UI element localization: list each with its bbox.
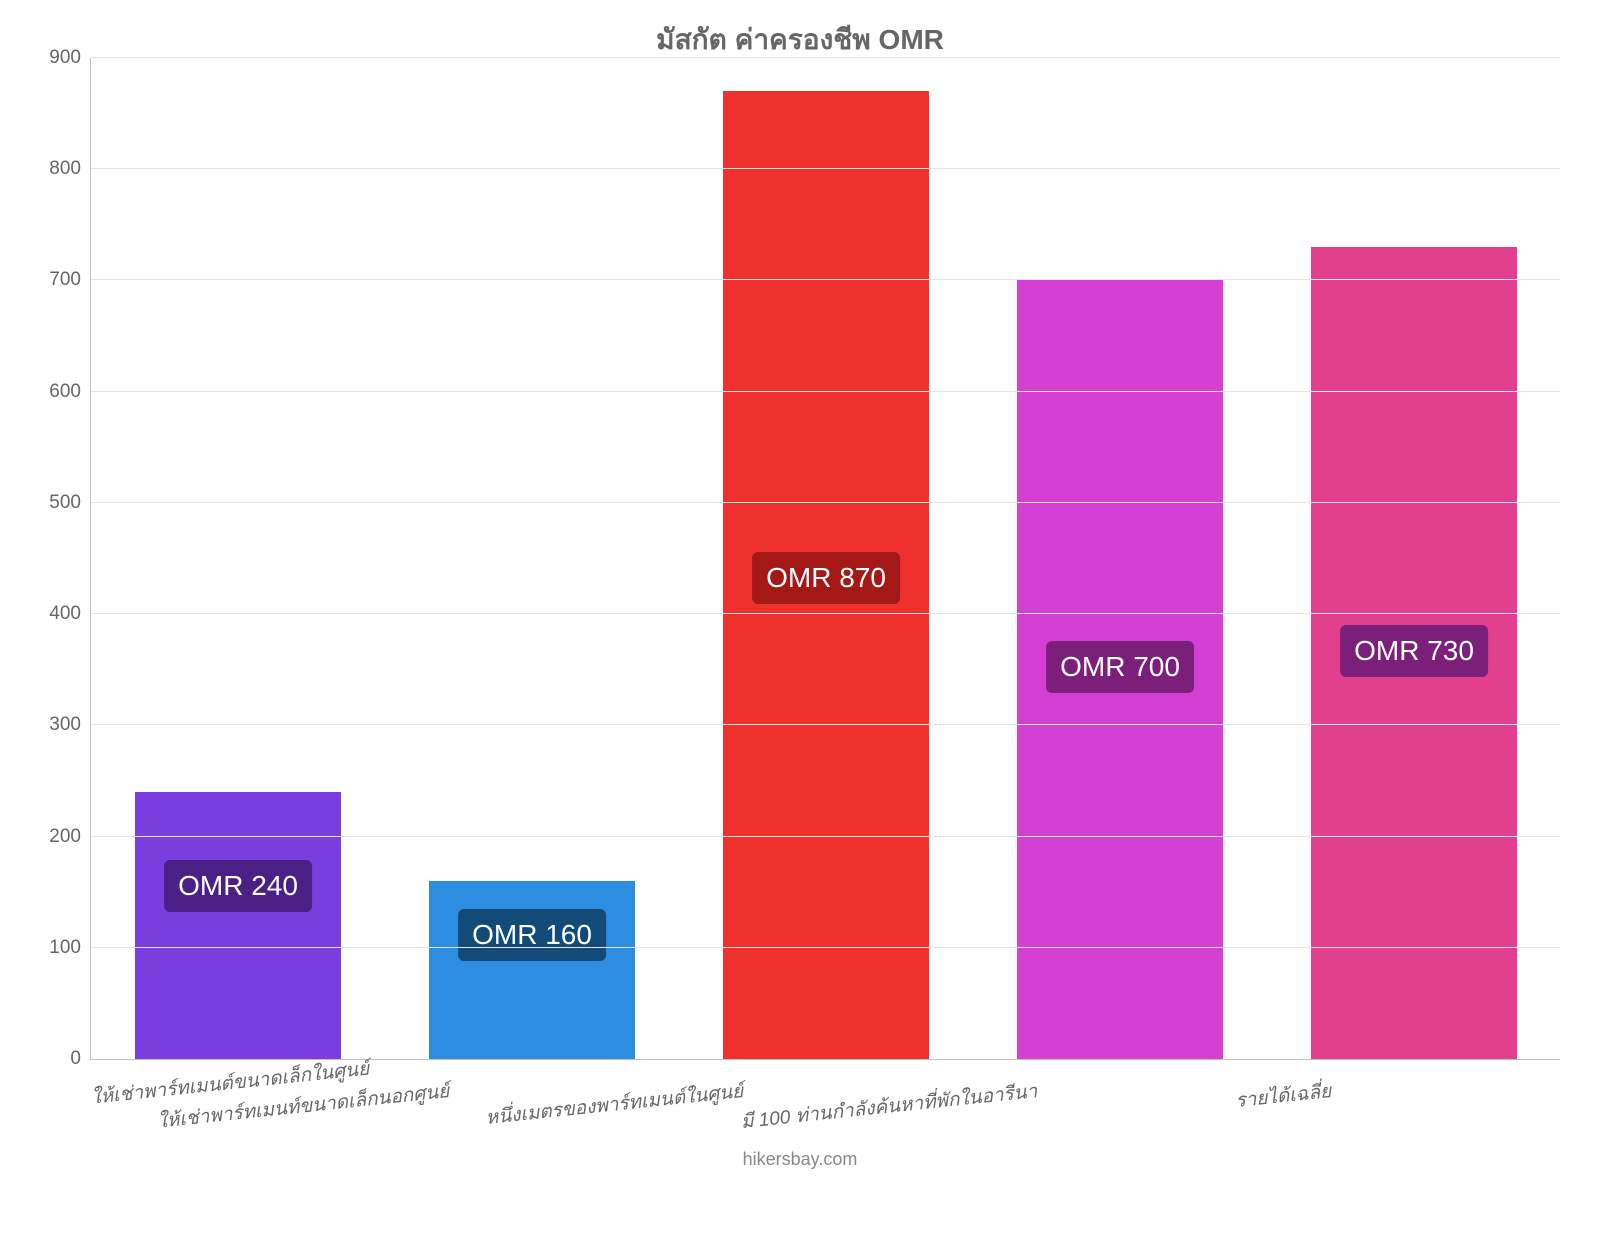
bar-value-label: OMR 160 [458, 909, 606, 961]
y-tick-label: 400 [41, 603, 81, 625]
bar [429, 881, 635, 1059]
bars-layer: OMR 240 OMR 160 OMR 870 OMR 700 OMR 730 [91, 58, 1560, 1059]
y-tick-label: 900 [41, 47, 81, 69]
y-tick-label: 0 [41, 1048, 81, 1070]
y-gridline [91, 724, 1560, 725]
bar [135, 792, 341, 1059]
y-gridline [91, 836, 1560, 837]
y-tick-label: 200 [41, 826, 81, 848]
y-gridline [91, 502, 1560, 503]
bar-value-label: OMR 870 [752, 552, 900, 604]
y-gridline [91, 168, 1560, 169]
y-gridline [91, 391, 1560, 392]
bar-value-label: OMR 240 [164, 860, 312, 912]
y-tick-label: 500 [41, 492, 81, 514]
y-tick-label: 800 [41, 158, 81, 180]
y-tick-label: 600 [41, 381, 81, 403]
y-tick-label: 100 [41, 937, 81, 959]
chart-container: มัสกัต ค่าครองชีพ OMR OMR 240OMR 160OMR … [0, 0, 1600, 1200]
y-tick-label: 700 [41, 269, 81, 291]
bar-value-label: OMR 700 [1046, 641, 1194, 693]
y-gridline [91, 947, 1560, 948]
y-gridline [91, 57, 1560, 58]
y-gridline [91, 613, 1560, 614]
y-gridline [91, 279, 1560, 280]
chart-title: มัสกัต ค่าครองชีพ OMR [0, 18, 1600, 62]
bar-value-label: OMR 730 [1340, 625, 1488, 677]
y-tick-label: 300 [41, 714, 81, 736]
footer-attribution: hikersbay.com [0, 1149, 1600, 1170]
plot-area: OMR 240OMR 160OMR 870OMR 700OMR 730 0100… [90, 58, 1560, 1060]
